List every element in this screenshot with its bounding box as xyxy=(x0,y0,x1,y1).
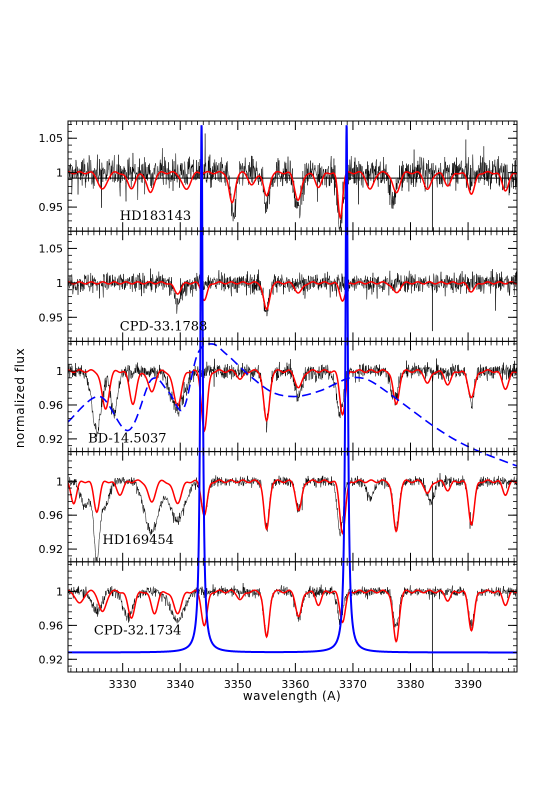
star-name-label: HD183143 xyxy=(120,209,191,224)
panel-2-plot xyxy=(68,268,517,332)
y-tick-label: 1.05 xyxy=(39,242,64,255)
x-tick-label: 3330 xyxy=(109,678,137,691)
y-tick-label: 0.92 xyxy=(39,433,64,446)
panel-3-plot xyxy=(68,358,517,452)
panel-5-plot xyxy=(68,583,517,672)
y-tick-label: 1 xyxy=(56,475,63,488)
model-spectrum xyxy=(68,369,517,433)
x-tick-label: 3360 xyxy=(281,678,309,691)
spectrum-panels xyxy=(68,133,517,672)
x-tick-label: 3350 xyxy=(224,678,252,691)
dashed-profile-curve xyxy=(67,343,518,467)
y-tick-label: 0.95 xyxy=(39,311,64,324)
observed-spectrum xyxy=(68,268,517,317)
y-tick-label: 1 xyxy=(56,277,63,290)
axes-frames: 0.95 1 1.05 HD183143 0.95 1 1.05 CPD-33.1788 0.9… xyxy=(39,120,518,673)
star-name-label: HD169454 xyxy=(103,533,174,548)
model-spectrum xyxy=(68,170,517,220)
y-tick-label: 0.92 xyxy=(39,543,64,556)
y-tick-label: 1.05 xyxy=(39,132,64,145)
x-tick-label: 3340 xyxy=(166,678,194,691)
model-spectrum xyxy=(68,589,517,643)
y-tick-label: 1 xyxy=(56,167,63,180)
x-tick-label: 3390 xyxy=(454,678,482,691)
panel-1-plot xyxy=(68,133,517,232)
x-tick-label: 3370 xyxy=(339,678,367,691)
y-axis-title: normalized flux xyxy=(13,348,27,448)
panel-4-plot xyxy=(68,473,517,562)
x-tick-label: 3380 xyxy=(397,678,425,691)
panel-5-frame xyxy=(67,561,518,673)
x-tick-labels: 3330 3340 3350 3360 3370 3380 3390 xyxy=(109,678,482,691)
y-tick-label: 0.96 xyxy=(39,509,64,522)
overlay-curves xyxy=(67,125,518,654)
y-tick-label: 0.96 xyxy=(39,619,64,632)
star-name-label: BD-14.5037 xyxy=(88,431,166,446)
y-tick-label: 0.95 xyxy=(39,201,64,214)
y-tick-label: 0.92 xyxy=(39,653,64,666)
ism-line-profile xyxy=(68,125,517,654)
y-tick-label: 1 xyxy=(56,365,63,378)
x-axis-title: wavelength (A) xyxy=(243,689,341,703)
observed-spectrum xyxy=(68,358,517,438)
star-name-label: CPD-32.1734 xyxy=(94,624,182,639)
star-name-label: CPD-33.1788 xyxy=(120,319,208,334)
y-tick-label: 1 xyxy=(56,585,63,598)
model-spectrum xyxy=(68,479,517,535)
model-spectrum xyxy=(68,281,517,311)
y-tick-label: 0.96 xyxy=(39,399,64,412)
